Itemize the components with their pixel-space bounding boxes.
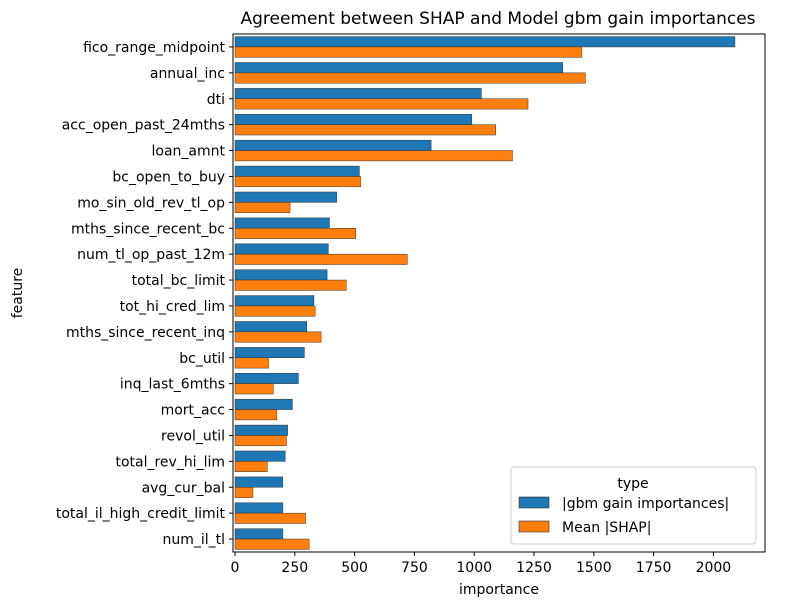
- bar-shap-dti: [234, 98, 529, 110]
- bar-gbm-mths-since-recent-inq: [234, 321, 308, 333]
- chart-title: Agreement between SHAP and Model gbm gai…: [240, 9, 755, 29]
- bar-gbm-bc-util: [234, 347, 305, 359]
- bar-gbm-revol-util: [234, 424, 288, 436]
- bar-gbm-num-tl-op-past-12m: [234, 243, 329, 255]
- bar-shap-acc-open-past-24mths: [234, 124, 496, 136]
- y-tick-label-mths-since-recent-bc: mths_since_recent_bc: [71, 221, 225, 237]
- bar-shap-mths-since-recent-inq: [234, 331, 322, 343]
- x-tick-label-1500: 1500: [576, 560, 612, 576]
- bar-shap-bc-util: [234, 357, 269, 369]
- bar-shap-mths-since-recent-bc: [234, 228, 357, 239]
- y-tick-label-loan-amnt: loan_amnt: [152, 144, 226, 160]
- bar-gbm-total-il-high-credit-limit: [234, 502, 284, 514]
- legend-swatch-shap: [518, 520, 550, 533]
- bar-shap-loan-amnt: [234, 150, 513, 162]
- bar-gbm-num-il-tl: [234, 528, 284, 540]
- bar-gbm-annual-inc: [234, 62, 563, 74]
- bar-gbm-inq-last-6mths: [234, 373, 299, 384]
- y-tick-label-annual-inc: annual_inc: [150, 66, 225, 82]
- y-tick-label-inq-last-6mths: inq_last_6mths: [120, 377, 225, 393]
- bar-shap-tot-hi-cred-lim: [234, 305, 316, 317]
- bar-shap-fico-range-midpoint: [234, 46, 583, 58]
- legend-label-gbm: |gbm gain importances|: [562, 496, 729, 512]
- bar-shap-mo-sin-old-rev-tl-op: [234, 202, 291, 213]
- bar-shap-num-tl-op-past-12m: [234, 253, 408, 265]
- y-tick-label-dti: dti: [207, 92, 225, 108]
- bar-shap-inq-last-6mths: [234, 383, 274, 395]
- y-tick-label-total-rev-hi-lim: total_rev_hi_lim: [115, 454, 225, 470]
- x-tick-label-1750: 1750: [636, 560, 672, 576]
- y-tick-label-revol-util: revol_util: [161, 428, 225, 444]
- bar-gbm-dti: [234, 88, 482, 99]
- bar-shap-annual-inc: [234, 72, 586, 84]
- bar-shap-total-il-high-credit-limit: [234, 512, 306, 524]
- y-tick-label-acc-open-past-24mths: acc_open_past_24mths: [62, 118, 225, 134]
- bar-gbm-fico-range-midpoint: [234, 36, 736, 48]
- bar-gbm-acc-open-past-24mths: [234, 114, 473, 125]
- bar-gbm-total-bc-limit: [234, 269, 328, 281]
- bar-gbm-mths-since-recent-bc: [234, 217, 330, 229]
- bar-shap-bc-open-to-buy: [234, 176, 361, 188]
- x-tick-label-750: 750: [401, 560, 428, 576]
- y-tick-label-fico-range-midpoint: fico_range_midpoint: [83, 40, 225, 56]
- bar-shap-mort-acc: [234, 409, 278, 421]
- legend-label-shap: Mean |SHAP|: [562, 520, 651, 536]
- y-tick-label-total-bc-limit: total_bc_limit: [132, 273, 226, 289]
- bar-shap-avg-cur-bal: [234, 487, 254, 498]
- y-tick-label-mths-since-recent-inq: mths_since_recent_inq: [66, 325, 225, 341]
- y-tick-label-mo-sin-old-rev-tl-op: mo_sin_old_rev_tl_op: [77, 195, 225, 211]
- legend-swatch-gbm: [518, 496, 550, 509]
- legend-box: [510, 466, 757, 545]
- y-tick-label-num-tl-op-past-12m: num_tl_op_past_12m: [77, 247, 225, 263]
- bar-gbm-mo-sin-old-rev-tl-op: [234, 191, 337, 203]
- y-axis-label: feature: [10, 268, 26, 319]
- bar-gbm-bc-open-to-buy: [234, 165, 360, 177]
- bar-shap-revol-util: [234, 435, 287, 447]
- bars-group: [234, 36, 736, 550]
- x-tick-label-0: 0: [231, 560, 240, 576]
- legend-title: type: [617, 476, 648, 492]
- y-tick-label-num-il-tl: num_il_tl: [162, 532, 225, 548]
- x-tick-label-1000: 1000: [456, 560, 492, 576]
- bar-gbm-loan-amnt: [234, 139, 432, 151]
- plot-frame: [232, 33, 766, 553]
- y-tick-label-mort-acc: mort_acc: [161, 403, 225, 419]
- bar-shap-total-bc-limit: [234, 279, 347, 291]
- y-tick-label-total-il-high-credit-limit: total_il_high_credit_limit: [56, 506, 226, 522]
- x-tick-label-2000: 2000: [696, 560, 732, 576]
- x-ticks: 0 250 500 750 1000 1250 1500 1750 2000: [231, 552, 732, 576]
- x-tick-label-1250: 1250: [516, 560, 552, 576]
- x-tick-label-250: 250: [281, 560, 308, 576]
- bar-gbm-mort-acc: [234, 398, 293, 410]
- x-axis-label: importance: [459, 582, 539, 598]
- y-tick-label-bc-util: bc_util: [179, 351, 225, 367]
- legend: type |gbm gain importances| Mean |SHAP|: [510, 466, 757, 545]
- y-tick-label-avg-cur-bal: avg_cur_bal: [142, 480, 225, 496]
- y-tick-label-tot-hi-cred-lim: tot_hi_cred_lim: [120, 299, 225, 315]
- bar-shap-total-rev-hi-lim: [234, 461, 268, 472]
- bar-gbm-total-rev-hi-lim: [234, 450, 286, 462]
- bar-gbm-tot-hi-cred-lim: [234, 295, 315, 307]
- x-tick-label-500: 500: [341, 560, 368, 576]
- bar-gbm-avg-cur-bal: [234, 476, 284, 488]
- bar-shap-num-il-tl: [234, 538, 310, 550]
- y-tick-label-bc-open-to-buy: bc_open_to_buy: [112, 169, 225, 185]
